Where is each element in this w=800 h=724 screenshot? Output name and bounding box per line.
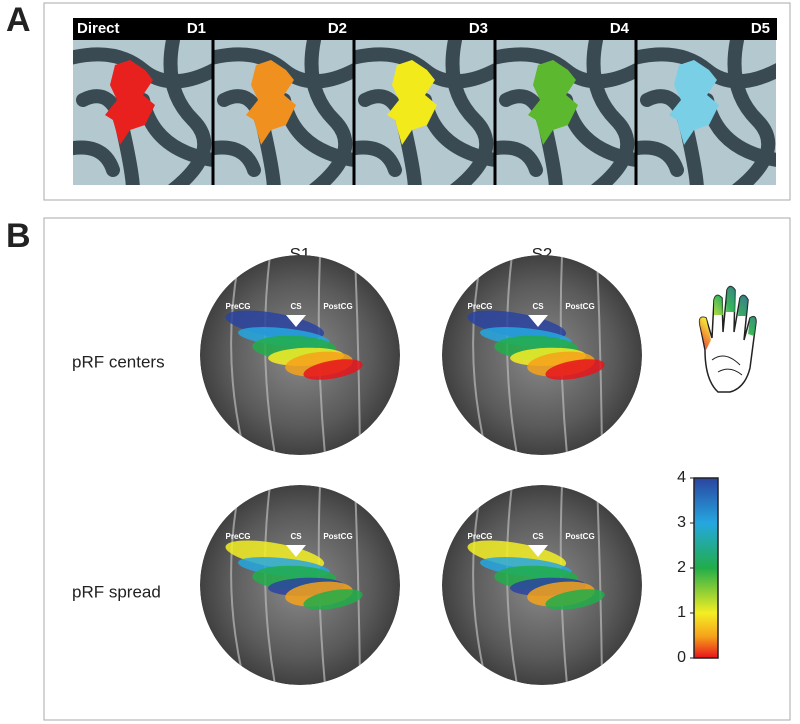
colorbar — [693, 477, 719, 659]
hand-icon — [698, 285, 757, 393]
colorbar-tick-label: 4 — [677, 469, 686, 486]
sulcus — [355, 140, 402, 177]
landmark-label: CS — [290, 302, 302, 311]
sulcus-line — [354, 255, 361, 455]
brain-map — [442, 485, 642, 685]
cs-arrow — [286, 545, 306, 557]
sulcus-line — [472, 485, 488, 685]
panel-b-frame — [43, 217, 791, 721]
activation — [246, 60, 296, 145]
digit-label: D3 — [469, 20, 488, 37]
brain-map — [442, 255, 642, 455]
landmark-label: CS — [532, 302, 544, 311]
sulcus-line — [596, 485, 603, 685]
activation — [105, 60, 155, 145]
landmark-label: PostCG — [565, 532, 594, 541]
cs-arrow — [286, 315, 306, 327]
colorbar-tick-label: 2 — [677, 559, 686, 576]
landmark-label: PreCG — [468, 302, 493, 311]
landmark-label: PreCG — [468, 532, 493, 541]
sulcus — [304, 40, 353, 185]
sulcus — [73, 140, 120, 177]
sulcus — [727, 40, 776, 185]
landmark-label: CS — [532, 532, 544, 541]
digit-label: D2 — [328, 20, 347, 37]
sulcus-line — [230, 485, 246, 685]
row-label: pRF centers — [72, 352, 165, 371]
sulcus-line — [472, 255, 488, 455]
cs-arrow — [528, 315, 548, 327]
landmark-label: PreCG — [226, 532, 251, 541]
header-label: Direct — [77, 20, 120, 37]
brain-map — [200, 255, 400, 455]
activation — [545, 589, 605, 610]
sulcus — [445, 40, 494, 185]
panel-b-label: B — [6, 217, 31, 255]
activation — [303, 359, 363, 380]
sulcus — [637, 140, 684, 177]
sulcus-line — [354, 485, 361, 685]
colorbar-tick-label: 3 — [677, 514, 686, 531]
digit-maps: D1 D2 D3 D4 D5 Direct — [73, 18, 777, 185]
colorbar-tick-label: 1 — [677, 604, 686, 621]
digit-label: D5 — [751, 20, 770, 37]
sulcus-line — [596, 255, 603, 455]
brain-map — [200, 485, 400, 685]
digit-tile — [496, 40, 635, 185]
activation — [669, 60, 719, 145]
digit-tile — [73, 40, 212, 185]
row-label: pRF spread — [72, 582, 161, 601]
sulcus — [163, 40, 212, 185]
activation — [528, 60, 578, 145]
colorbar-ticks: 0 1 2 3 4 — [677, 469, 694, 666]
panel-a-frame — [43, 2, 791, 201]
panel-a-label: A — [6, 1, 31, 39]
digit-label: D4 — [610, 20, 630, 37]
sulcus — [214, 140, 261, 177]
digit-tile — [214, 40, 353, 185]
colorbar-tick-label: 0 — [677, 649, 686, 666]
header-bar — [73, 18, 777, 40]
activation — [303, 589, 363, 610]
landmark-label: PostCG — [323, 302, 352, 311]
sulcus — [586, 40, 635, 185]
sulcus-line — [230, 255, 246, 455]
activation — [387, 60, 437, 145]
digit-label: D1 — [187, 20, 206, 37]
sulcus — [496, 140, 543, 177]
activation — [545, 359, 605, 380]
digit-tile — [355, 40, 494, 185]
landmark-label: PreCG — [226, 302, 251, 311]
cs-arrow — [528, 545, 548, 557]
landmark-label: PostCG — [565, 302, 594, 311]
digit-tile — [637, 40, 776, 185]
landmark-label: CS — [290, 532, 302, 541]
landmark-label: PostCG — [323, 532, 352, 541]
